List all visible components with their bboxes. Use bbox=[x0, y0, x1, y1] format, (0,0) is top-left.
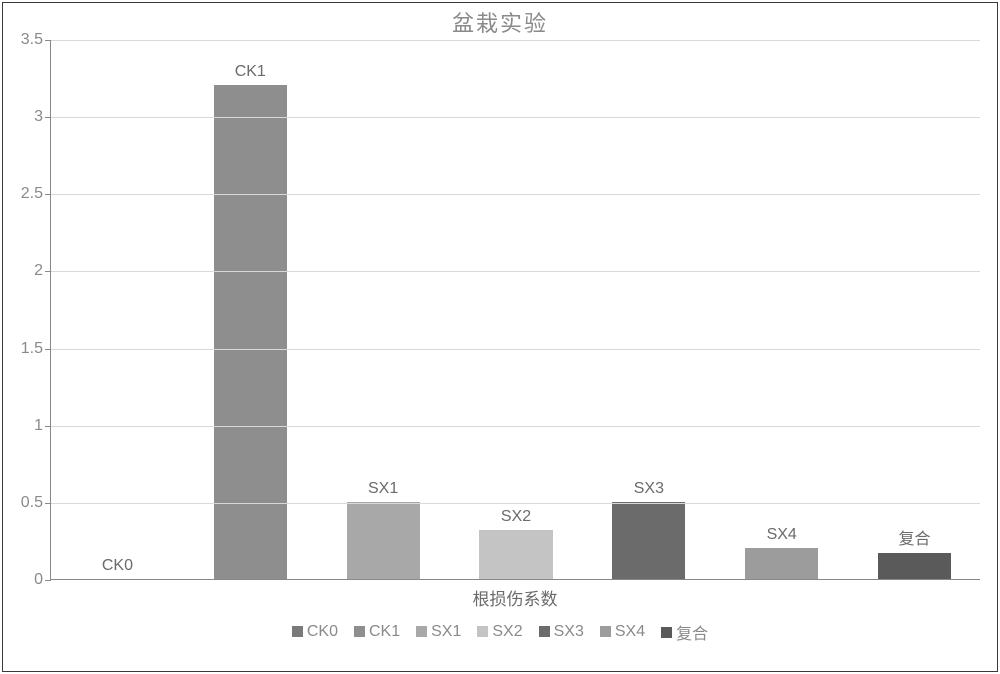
legend-text: SX4 bbox=[615, 623, 645, 640]
bars-layer: CK0CK1SX1SX2SX3SX4复合 bbox=[51, 40, 980, 579]
y-tick-label: 2 bbox=[34, 262, 51, 280]
y-tick-label: 3.5 bbox=[21, 31, 51, 49]
bar-label: SX1 bbox=[310, 480, 456, 498]
bar: SX2 bbox=[479, 530, 552, 579]
x-axis-label: 根损伤系数 bbox=[50, 585, 980, 610]
bar-label: SX4 bbox=[709, 526, 855, 544]
legend-text: SX3 bbox=[554, 623, 584, 640]
chart-title: 盆栽实验 bbox=[0, 6, 1000, 38]
bar: 复合 bbox=[878, 553, 951, 579]
legend-item: SX4 bbox=[600, 623, 645, 641]
y-tick-label: 3 bbox=[34, 108, 51, 126]
legend-item: SX1 bbox=[416, 623, 461, 641]
bar: CK1 bbox=[214, 85, 287, 579]
legend-text: SX1 bbox=[431, 623, 461, 640]
legend-item: 复合 bbox=[661, 620, 708, 644]
legend-swatch bbox=[292, 626, 303, 637]
grid-line bbox=[51, 117, 980, 118]
grid-line bbox=[51, 503, 980, 504]
bar-slot: SX3 bbox=[582, 40, 715, 579]
legend-swatch bbox=[600, 626, 611, 637]
plot-area: CK0CK1SX1SX2SX3SX4复合 00.511.522.533.5 bbox=[50, 40, 980, 580]
grid-line bbox=[51, 426, 980, 427]
legend-text: SX2 bbox=[492, 623, 522, 640]
bar-slot: CK0 bbox=[51, 40, 184, 579]
legend-item: CK0 bbox=[292, 623, 338, 641]
legend: CK0 CK1 SX1 SX2 SX3 SX4 复合 bbox=[0, 620, 1000, 644]
legend-swatch bbox=[539, 626, 550, 637]
bar-slot: CK1 bbox=[184, 40, 317, 579]
legend-text: 复合 bbox=[676, 626, 708, 643]
legend-item: SX3 bbox=[539, 623, 584, 641]
y-tick-label: 2.5 bbox=[21, 185, 51, 203]
bar-label: CK1 bbox=[177, 63, 323, 81]
bar-label: SX3 bbox=[576, 480, 722, 498]
bar-label: 复合 bbox=[842, 525, 988, 549]
legend-swatch bbox=[477, 626, 488, 637]
bar-slot: 复合 bbox=[848, 40, 981, 579]
grid-line bbox=[51, 271, 980, 272]
legend-swatch bbox=[354, 626, 365, 637]
legend-text: CK0 bbox=[307, 623, 338, 640]
bar-slot: SX4 bbox=[715, 40, 848, 579]
bar-slot: SX2 bbox=[450, 40, 583, 579]
y-tick-label: 1 bbox=[34, 417, 51, 435]
legend-item: CK1 bbox=[354, 623, 400, 641]
y-tick-label: 0 bbox=[34, 571, 51, 589]
legend-item: SX2 bbox=[477, 623, 522, 641]
grid-line bbox=[51, 40, 980, 41]
chart-container: 盆栽实验 CK0CK1SX1SX2SX3SX4复合 00.511.522.533… bbox=[0, 0, 1000, 674]
bar-label: SX2 bbox=[443, 508, 589, 526]
grid-line bbox=[51, 349, 980, 350]
legend-text: CK1 bbox=[369, 623, 400, 640]
grid-line bbox=[51, 194, 980, 195]
y-tick-label: 1.5 bbox=[21, 340, 51, 358]
bar-slot: SX1 bbox=[317, 40, 450, 579]
bar: SX3 bbox=[612, 502, 685, 579]
y-tick-label: 0.5 bbox=[21, 494, 51, 512]
bar-label: CK0 bbox=[44, 557, 190, 575]
legend-swatch bbox=[416, 626, 427, 637]
bar: SX1 bbox=[347, 502, 420, 579]
legend-swatch bbox=[661, 627, 672, 638]
bar: SX4 bbox=[745, 548, 818, 579]
